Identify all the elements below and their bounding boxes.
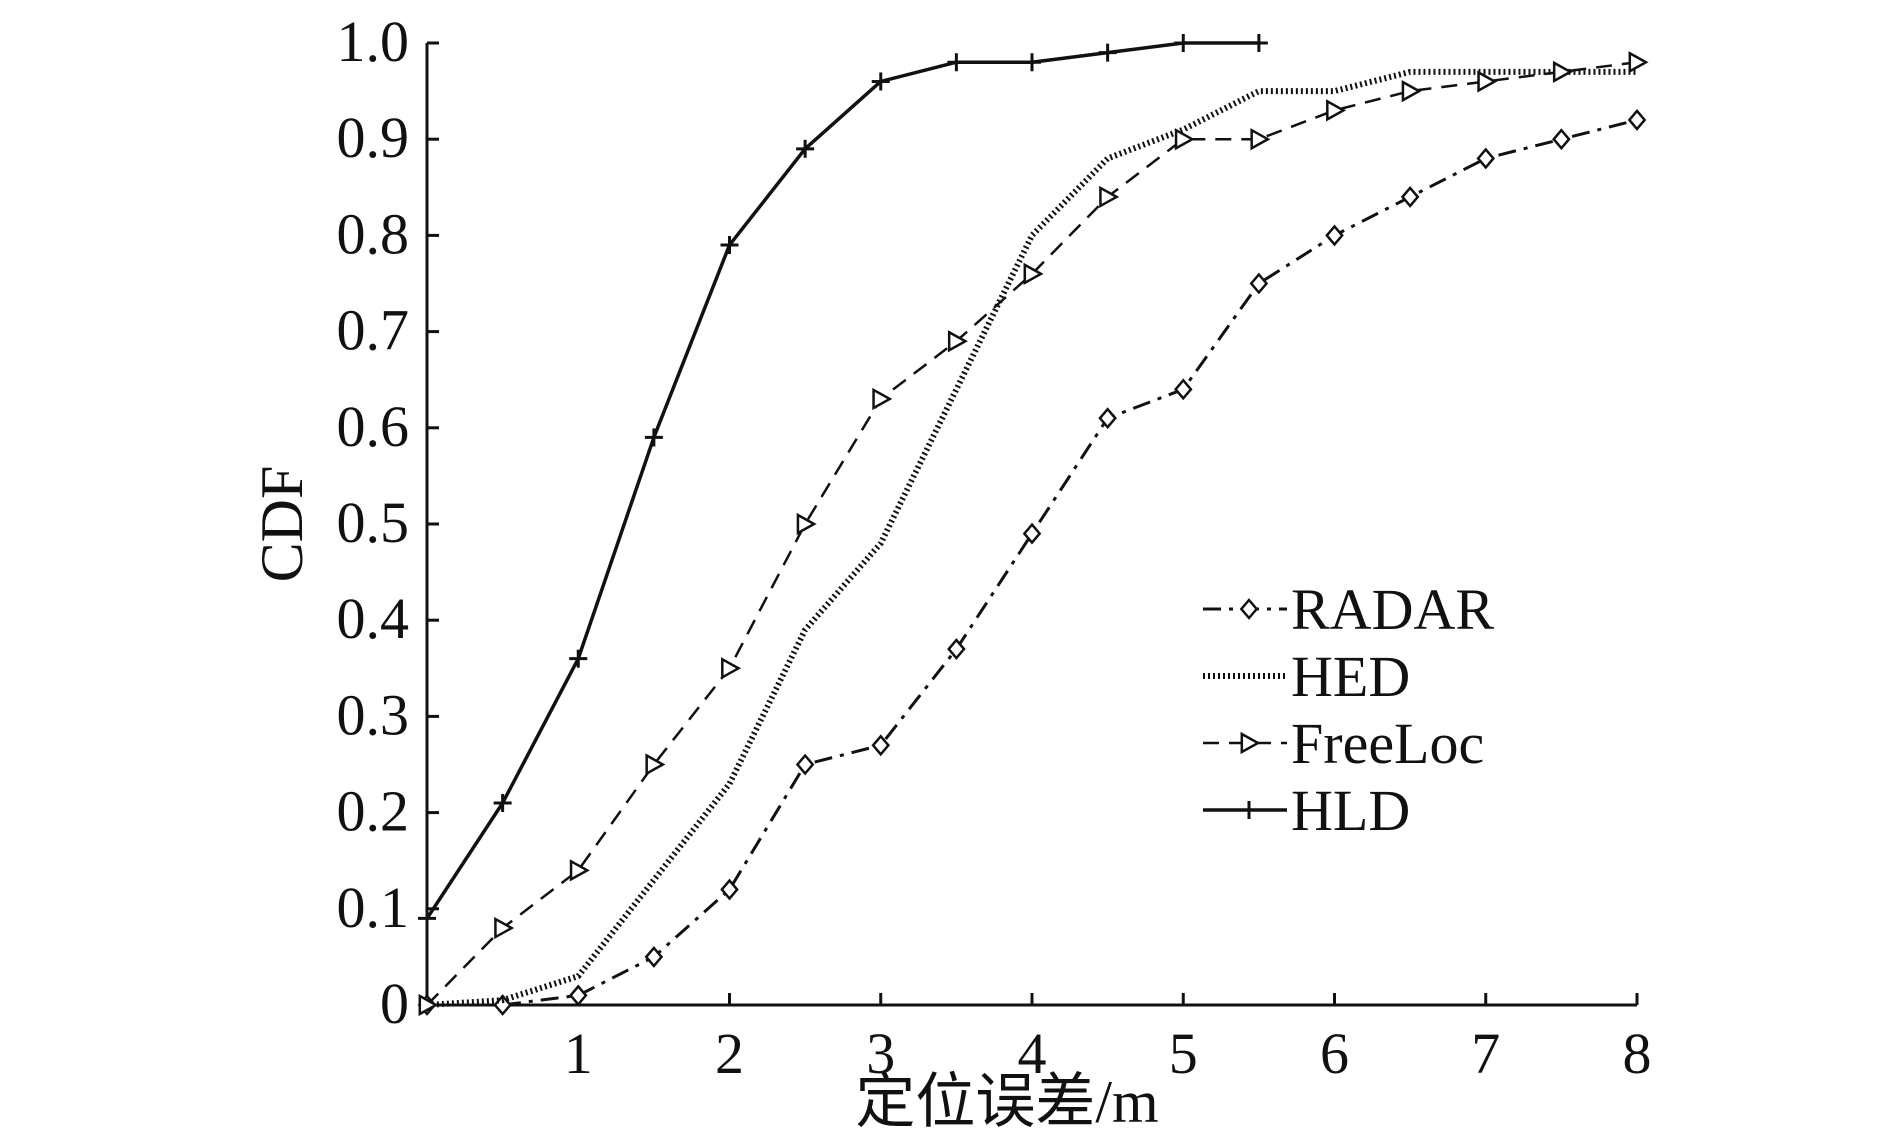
data-point (1174, 34, 1193, 52)
data-point (1023, 262, 1044, 286)
x-tick-label: 1 (564, 1021, 593, 1086)
data-point (493, 793, 512, 812)
data-point (644, 428, 663, 447)
y-tick-label: 0.6 (337, 394, 410, 459)
legend-marker (1240, 731, 1261, 755)
data-point (1552, 128, 1571, 151)
legend-marker (1239, 598, 1259, 620)
data-point (1400, 185, 1420, 208)
data-point (947, 330, 968, 353)
data-point (569, 859, 590, 882)
legend-label: RADAR (1291, 577, 1494, 642)
data-point (494, 916, 515, 940)
data-point (947, 53, 966, 72)
legend-marker (1240, 801, 1258, 819)
series-hld (418, 34, 1268, 928)
legend-item-hed: HED (1203, 644, 1410, 709)
y-axis-title: CDF (249, 466, 315, 583)
data-point (1098, 43, 1117, 62)
axes: 1 2 3 4 5 6 7 8 0 0.1 0.2 0.3 0.4 0.5 0.6 0.7 0.8 0.9 1.0 (337, 9, 1652, 1086)
y-tick-label: 0.4 (337, 586, 410, 651)
data-point (947, 638, 966, 660)
legend-item-hld: HLD (1203, 778, 1410, 843)
data-point (720, 878, 739, 901)
y-tick-label: 0.7 (337, 298, 410, 363)
data-point (871, 72, 890, 91)
x-tick-label: 6 (1320, 1021, 1349, 1086)
data-point (645, 753, 666, 776)
data-point (1477, 70, 1498, 93)
y-tick-label: 0.1 (337, 875, 410, 940)
data-point (1099, 185, 1120, 209)
x-tick-label: 4 (1018, 1021, 1047, 1086)
x-axis-title: 定位误差/m (855, 1069, 1158, 1134)
y-tick-label: 0.2 (337, 779, 410, 844)
series-line (425, 41, 1259, 920)
y-tick-label: 0.9 (337, 105, 410, 170)
data-point (569, 649, 588, 668)
plot-area (417, 34, 1649, 1017)
data-point (1023, 53, 1041, 72)
data-point (720, 236, 739, 255)
legend-label: HED (1291, 644, 1410, 709)
legend-label: FreeLoc (1291, 711, 1484, 776)
series-radar (417, 109, 1647, 1016)
data-point (1022, 522, 1042, 545)
series-hed (426, 68, 1637, 1008)
data-point (1325, 224, 1344, 247)
data-point (872, 387, 893, 411)
data-point (568, 984, 588, 1007)
data-point (1249, 272, 1269, 295)
x-tick-label: 2 (715, 1021, 744, 1086)
data-point (1173, 378, 1193, 401)
x-tick-label: 3 (866, 1021, 895, 1086)
x-tick-label: 5 (1169, 1021, 1198, 1086)
legend-item-freeloc: FreeLoc (1203, 711, 1484, 776)
x-tick-label: 7 (1471, 1021, 1500, 1086)
series-line (427, 118, 1638, 1007)
y-tick-label: 0.3 (337, 682, 410, 747)
data-point (796, 139, 815, 158)
series-line (426, 60, 1638, 1006)
series-line (426, 68, 1637, 1008)
y-tick-label: 0.5 (337, 490, 410, 555)
data-point (1401, 79, 1422, 103)
data-point (1627, 109, 1647, 131)
data-point (1476, 147, 1496, 170)
data-point (418, 909, 436, 928)
legend-label: HLD (1291, 778, 1410, 843)
data-point (796, 512, 817, 536)
legend-item-radar: RADAR (1203, 577, 1494, 642)
y-tick-label: 0.8 (337, 201, 410, 266)
data-point (1326, 99, 1347, 122)
data-point (1628, 51, 1649, 74)
y-tick-label: 0 (380, 971, 409, 1036)
y-tick-label: 1.0 (337, 9, 410, 74)
data-point (418, 993, 439, 1017)
data-point (1552, 60, 1573, 83)
data-point (871, 734, 891, 757)
data-point (721, 657, 742, 680)
data-point (1250, 128, 1271, 151)
series-freeloc (418, 51, 1649, 1017)
data-point (1174, 128, 1195, 151)
x-tick-label: 8 (1623, 1021, 1652, 1086)
data-point (1098, 407, 1117, 430)
data-point (795, 753, 815, 776)
data-point (1249, 34, 1268, 52)
data-point (644, 945, 664, 968)
